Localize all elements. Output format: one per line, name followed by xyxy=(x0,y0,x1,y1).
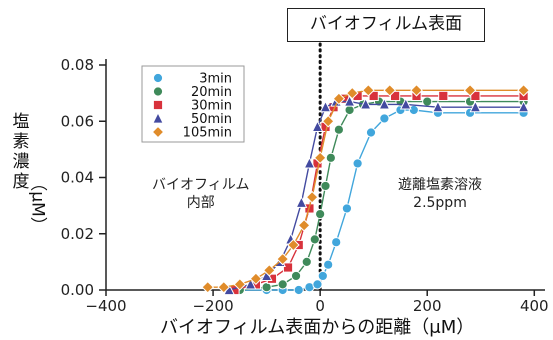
data-point-105min xyxy=(249,272,263,286)
data-point-50min xyxy=(359,97,372,110)
legend-marker-50min xyxy=(152,111,164,124)
legend-label-30min: 30min xyxy=(191,99,232,114)
chlorine-solution-annotation: 遊離塩素溶液 2.5ppm xyxy=(398,176,482,212)
data-point-20min xyxy=(277,279,288,290)
data-point-3min xyxy=(352,158,363,169)
data-point-30min xyxy=(282,262,294,273)
y-axis-label: 塩 素 濃 度 （μM） xyxy=(8,112,48,234)
annotation-line: バイオフィルム xyxy=(152,177,250,193)
data-point-50min xyxy=(311,120,324,132)
data-point-105min xyxy=(201,280,215,294)
data-point-105min xyxy=(262,264,276,277)
data-point-20min xyxy=(301,256,312,267)
data-point-30min xyxy=(438,90,449,102)
annotation-line: 2.5ppm xyxy=(413,195,467,211)
y-tick-label: 0.00 xyxy=(61,281,94,299)
annotation-line: 内部 xyxy=(186,195,215,211)
data-point-50min xyxy=(517,100,530,113)
legend-label-20min: 20min xyxy=(191,85,232,100)
data-point-105min xyxy=(297,219,311,232)
data-point-105min xyxy=(305,190,319,204)
data-point-3min xyxy=(379,113,390,124)
data-point-3min xyxy=(408,104,419,116)
y-tick-label: 0.08 xyxy=(61,56,94,74)
data-point-20min xyxy=(344,104,355,116)
x-tick-label: −400 xyxy=(85,297,126,315)
data-point-3min xyxy=(312,279,323,290)
data-point-105min xyxy=(321,114,335,128)
data-point-20min xyxy=(261,282,272,293)
data-point-50min xyxy=(343,94,356,107)
y-axis-label-char: 素 xyxy=(12,132,30,152)
legend-marker-20min xyxy=(152,86,164,97)
y-tick-label: 0.06 xyxy=(61,112,94,130)
data-point-3min xyxy=(331,237,342,248)
data-point-105min xyxy=(463,84,477,97)
data-point-20min xyxy=(422,96,433,107)
data-point-3min xyxy=(317,270,328,282)
data-point-105min xyxy=(362,84,375,97)
data-point-30min xyxy=(389,90,401,102)
data-point-105min xyxy=(383,84,397,97)
series-line-105min xyxy=(207,89,524,288)
y-tick-label: 0.02 xyxy=(61,225,94,243)
data-point-50min xyxy=(295,196,308,208)
data-point-50min xyxy=(399,97,412,110)
data-point-3min xyxy=(341,203,353,214)
data-point-3min xyxy=(293,284,304,296)
legend-marker-3min xyxy=(152,72,164,84)
data-point-20min xyxy=(309,234,320,245)
data-point-105min xyxy=(233,278,247,291)
legend-label-50min: 50min xyxy=(191,112,232,127)
x-tick-label: 0 xyxy=(315,297,325,315)
data-point-105min xyxy=(287,238,300,252)
legend-marker-30min xyxy=(152,99,164,111)
data-point-30min xyxy=(368,90,379,102)
data-point-105min xyxy=(217,280,231,294)
data-point-3min xyxy=(365,127,377,138)
data-point-105min xyxy=(276,252,289,266)
legend-label-105min: 105min xyxy=(183,126,232,141)
legend-label-3min: 3min xyxy=(199,72,232,87)
y-axis-label-char: 塩 xyxy=(12,112,30,132)
biofilm-surface-callout: バイオフィルム表面 xyxy=(287,8,485,42)
annotation-line: 遊離塩素溶液 xyxy=(398,177,482,193)
data-point-105min xyxy=(332,92,346,106)
biofilm-inside-annotation: バイオフィルム 内部 xyxy=(152,176,249,212)
y-tick-label: 0.04 xyxy=(61,169,94,187)
data-point-105min xyxy=(410,84,423,97)
legend-marker-105min xyxy=(151,125,165,139)
data-point-50min xyxy=(469,100,482,113)
data-point-50min xyxy=(244,277,257,290)
series-line-50min xyxy=(228,100,524,291)
data-point-20min xyxy=(333,124,344,135)
data-point-50min xyxy=(432,100,444,113)
data-point-20min xyxy=(325,152,336,163)
data-point-50min xyxy=(303,156,316,169)
data-point-20min xyxy=(315,208,326,220)
data-point-20min xyxy=(320,180,331,192)
data-point-50min xyxy=(319,100,332,113)
data-point-105min xyxy=(345,86,359,100)
data-point-105min xyxy=(517,84,530,97)
x-tick-label: −200 xyxy=(192,297,233,315)
x-axis-label: バイオフィルム表面からの距離（μM） xyxy=(160,317,475,338)
data-point-20min xyxy=(290,270,302,282)
x-tick-label: 400 xyxy=(520,297,549,315)
data-point-50min xyxy=(378,97,391,110)
data-point-3min xyxy=(323,259,334,270)
x-tick-label: 200 xyxy=(413,297,442,315)
data-point-105min xyxy=(313,151,327,165)
y-axis-label-char: 度 xyxy=(12,172,30,192)
y-axis-label-char: 濃 xyxy=(12,152,30,172)
